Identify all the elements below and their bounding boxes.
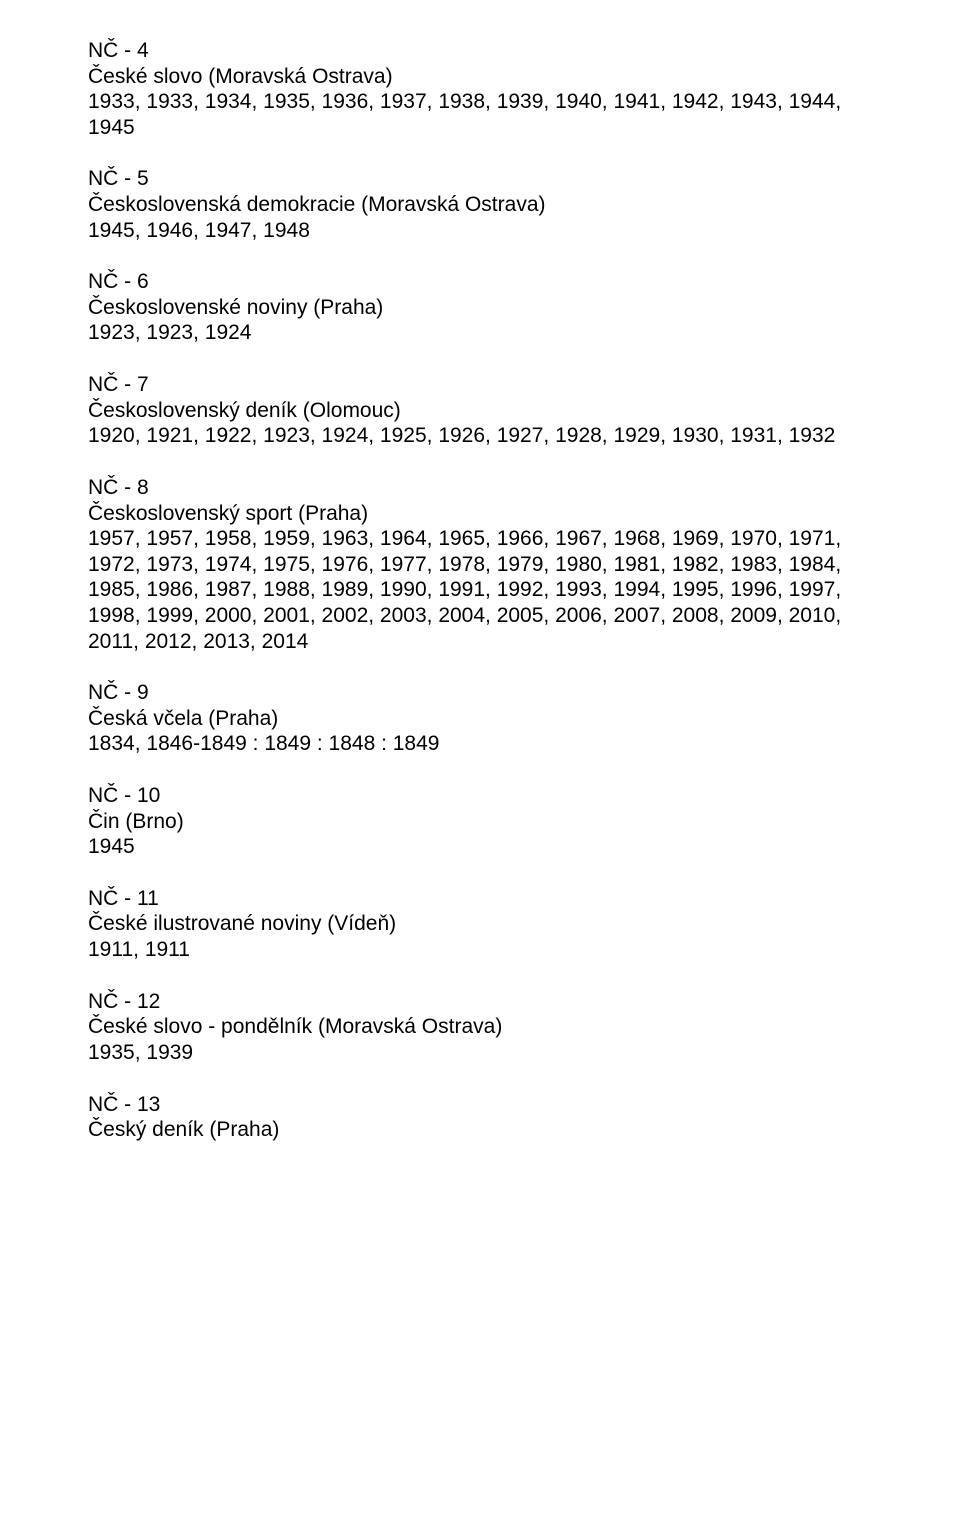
catalog-entry: NČ - 13 Český deník (Praha) [88, 1092, 872, 1143]
entry-title: Česká včela (Praha) [88, 706, 872, 732]
entry-code: NČ - 4 [88, 38, 872, 64]
entry-years: 1923, 1923, 1924 [88, 320, 872, 346]
catalog-entry: NČ - 8 Československý sport (Praha) 1957… [88, 475, 872, 654]
entry-years: 1957, 1957, 1958, 1959, 1963, 1964, 1965… [88, 526, 872, 654]
entry-years: 1935, 1939 [88, 1040, 872, 1066]
entry-code: NČ - 10 [88, 783, 872, 809]
catalog-entry: NČ - 5 Československá demokracie (Moravs… [88, 166, 872, 243]
catalog-entry: NČ - 12 České slovo - pondělník (Moravsk… [88, 989, 872, 1066]
entry-code: NČ - 9 [88, 680, 872, 706]
entry-code: NČ - 11 [88, 886, 872, 912]
entry-code: NČ - 8 [88, 475, 872, 501]
entry-title: České slovo - pondělník (Moravská Ostrav… [88, 1014, 872, 1040]
entry-title: Československý sport (Praha) [88, 501, 872, 527]
entry-code: NČ - 12 [88, 989, 872, 1015]
catalog-entry: NČ - 11 České ilustrované noviny (Vídeň)… [88, 886, 872, 963]
catalog-entry: NČ - 9 Česká včela (Praha) 1834, 1846-18… [88, 680, 872, 757]
entry-code: NČ - 6 [88, 269, 872, 295]
catalog-entry: NČ - 4 České slovo (Moravská Ostrava) 19… [88, 38, 872, 140]
catalog-entry: NČ - 7 Československý deník (Olomouc) 19… [88, 372, 872, 449]
entry-years: 1933, 1933, 1934, 1935, 1936, 1937, 1938… [88, 89, 872, 140]
entry-years: 1920, 1921, 1922, 1923, 1924, 1925, 1926… [88, 423, 872, 449]
entry-years: 1945, 1946, 1947, 1948 [88, 218, 872, 244]
entry-years: 1945 [88, 834, 872, 860]
entry-title: České slovo (Moravská Ostrava) [88, 64, 872, 90]
entry-years: 1834, 1846-1849 : 1849 : 1848 : 1849 [88, 731, 872, 757]
entry-title: Československý deník (Olomouc) [88, 398, 872, 424]
entry-code: NČ - 13 [88, 1092, 872, 1118]
entry-title: Čin (Brno) [88, 809, 872, 835]
catalog-entry: NČ - 10 Čin (Brno) 1945 [88, 783, 872, 860]
entry-title: České ilustrované noviny (Vídeň) [88, 911, 872, 937]
catalog-entry: NČ - 6 Československé noviny (Praha) 192… [88, 269, 872, 346]
entry-code: NČ - 5 [88, 166, 872, 192]
entry-title: Československá demokracie (Moravská Ostr… [88, 192, 872, 218]
entry-years: 1911, 1911 [88, 937, 872, 963]
entry-code: NČ - 7 [88, 372, 872, 398]
entry-title: Český deník (Praha) [88, 1117, 872, 1143]
entry-title: Československé noviny (Praha) [88, 295, 872, 321]
